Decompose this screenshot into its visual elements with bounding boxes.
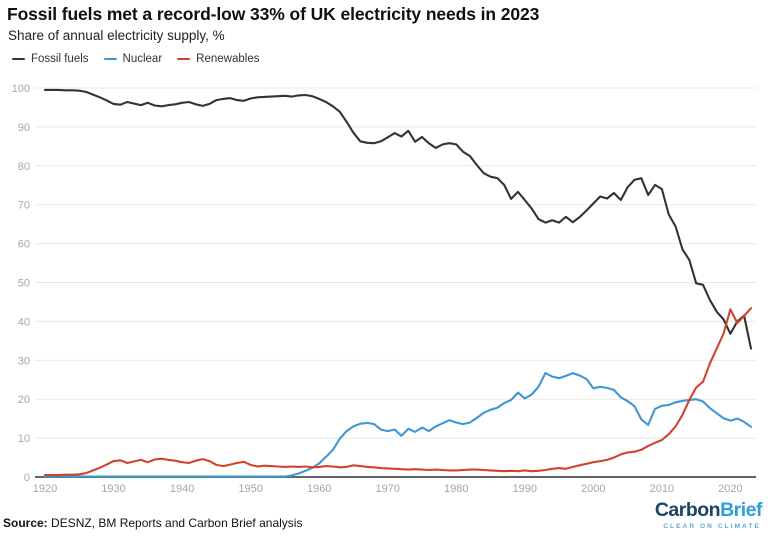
- svg-text:60: 60: [18, 239, 30, 251]
- source-text: DESNZ, BM Reports and Carbon Brief analy…: [47, 516, 303, 530]
- source-label: Source:: [3, 516, 48, 530]
- svg-text:10: 10: [18, 433, 30, 445]
- svg-text:90: 90: [18, 122, 30, 134]
- logo-brief: Brief: [720, 499, 762, 521]
- logo-carbon: Carbon: [654, 499, 721, 521]
- legend-item-fossil-fuels: Fossil fuels: [12, 53, 89, 65]
- legend-label: Nuclear: [122, 53, 163, 65]
- legend-label: Fossil fuels: [31, 53, 89, 65]
- chart-subtitle: Share of annual electricity supply, %: [8, 28, 225, 43]
- logo-tagline: CLEAR ON CLIMATE: [663, 522, 761, 530]
- svg-text:20: 20: [18, 394, 30, 406]
- svg-text:50: 50: [18, 278, 30, 290]
- legend-line-icon: [177, 57, 191, 61]
- legend-label: Renewables: [196, 53, 260, 65]
- svg-text:2010: 2010: [650, 483, 674, 495]
- carbonbrief-logo: CarbonBrief CLEAR ON CLIMATE: [654, 499, 763, 530]
- svg-text:1970: 1970: [375, 483, 399, 495]
- svg-text:1990: 1990: [513, 483, 537, 495]
- svg-text:1920: 1920: [33, 483, 57, 495]
- svg-text:40: 40: [18, 316, 30, 328]
- legend-line-icon: [12, 57, 25, 61]
- legend-line-icon: [103, 57, 117, 61]
- svg-text:2020: 2020: [718, 483, 742, 495]
- page-title: Fossil fuels met a record-low 33% of UK …: [7, 4, 540, 24]
- chart-legend: Fossil fuels Nuclear Renewables: [12, 53, 259, 65]
- svg-text:2000: 2000: [581, 483, 605, 495]
- legend-item-renewables: Renewables: [177, 53, 259, 65]
- source-note: Source: DESNZ, BM Reports and Carbon Bri…: [3, 516, 302, 530]
- legend-item-nuclear: Nuclear: [103, 53, 163, 65]
- svg-text:100: 100: [12, 83, 30, 95]
- svg-text:70: 70: [18, 200, 30, 212]
- svg-text:30: 30: [18, 355, 30, 367]
- svg-text:1940: 1940: [170, 483, 194, 495]
- svg-text:1980: 1980: [444, 483, 468, 495]
- svg-text:0: 0: [24, 472, 30, 484]
- svg-text:1930: 1930: [101, 483, 125, 495]
- svg-text:1960: 1960: [307, 483, 331, 495]
- svg-text:80: 80: [18, 161, 30, 173]
- svg-text:1950: 1950: [238, 483, 262, 495]
